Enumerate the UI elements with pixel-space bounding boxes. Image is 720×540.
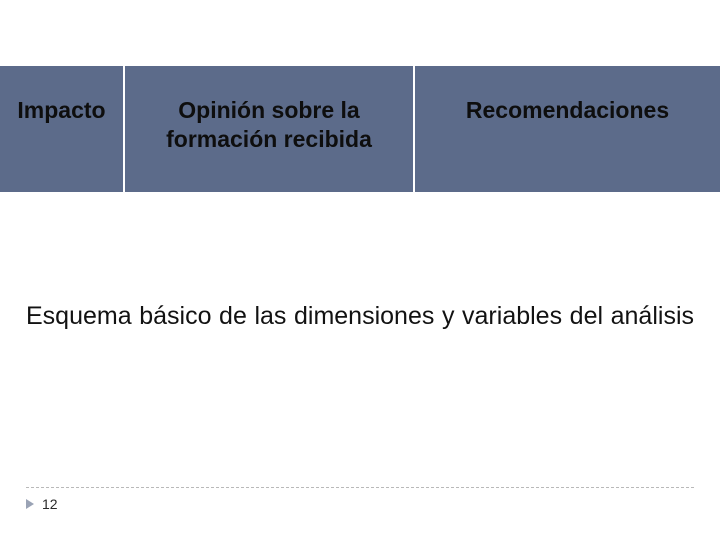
header-band: Impacto Opinión sobre la formación recib… [0,64,720,194]
band-cell-title: Recomendaciones [466,96,669,125]
band-cell-title: Impacto [17,96,105,125]
play-arrow-icon [26,499,34,509]
footer: 12 [26,487,694,512]
band-cell-title: Opinión sobre la formación recibida [131,96,407,154]
band-cell-opinion: Opinión sobre la formación recibida [125,66,415,192]
page-number: 12 [42,496,58,512]
band-cell-impacto: Impacto [0,66,125,192]
body-paragraph: Esquema básico de las dimensiones y vari… [26,300,694,334]
band-cell-recomendaciones: Recomendaciones [415,66,720,192]
